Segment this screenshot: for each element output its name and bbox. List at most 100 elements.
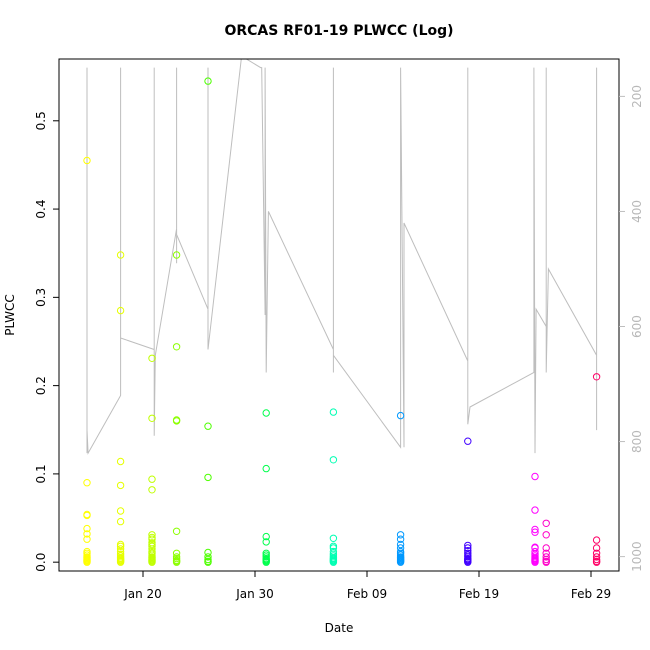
data-point: [542, 544, 550, 552]
data-point: [148, 558, 156, 566]
data-point: [172, 417, 181, 425]
data-point: [464, 437, 472, 445]
data-point: [262, 409, 270, 417]
data-point: [204, 422, 212, 430]
data-point: [83, 558, 91, 566]
right-tick-label: 200: [630, 85, 644, 108]
data-point: [148, 486, 156, 494]
y-tick-label: 0.3: [34, 288, 48, 307]
pressure-line: [86, 59, 598, 455]
right-tick-label: 400: [630, 200, 644, 223]
data-point: [148, 475, 156, 483]
data-point: [116, 517, 125, 526]
data-point: [531, 525, 539, 534]
data-point: [531, 558, 539, 566]
data-point: [592, 553, 601, 561]
data-point: [464, 558, 472, 566]
data-point: [262, 538, 270, 546]
y-tick-label: 0.4: [34, 200, 48, 219]
flight-series-5: [204, 77, 212, 566]
data-point: [116, 558, 125, 566]
data-point: [531, 472, 539, 481]
data-point: [542, 519, 550, 527]
data-point: [262, 464, 270, 473]
data-point: [396, 540, 405, 549]
flight-series-11: [542, 519, 550, 566]
data-point: [531, 528, 539, 536]
data-point: [542, 553, 550, 561]
flight-series-8: [396, 411, 405, 566]
flight-series-6: [262, 409, 270, 566]
data-point: [592, 373, 601, 381]
plot-frame: [58, 58, 620, 572]
data-point: [83, 511, 91, 520]
data-point: [542, 531, 550, 539]
right-tick-label: 800: [630, 430, 644, 453]
axes-layer: 0.0 0.1 0.2 0.3 0.4 0.5 Jan 20 Jan 30 Feb 09 Feb …: [34, 58, 644, 601]
data-point: [148, 542, 156, 550]
data-point: [329, 408, 338, 416]
flight-series-10: [531, 472, 539, 566]
data-point: [172, 251, 181, 259]
data-point: [83, 156, 91, 165]
x-tick-label: Feb 29: [571, 587, 611, 601]
right-tick-label: 600: [630, 315, 644, 338]
data-point: [329, 534, 338, 542]
x-axis-label: Date: [325, 621, 354, 635]
data-point: [116, 507, 125, 515]
data-point: [204, 77, 212, 85]
right-tick-label: 1000: [630, 541, 644, 572]
data-point: [592, 544, 601, 552]
data-point: [329, 558, 338, 566]
y-tick-label: 0.1: [34, 464, 48, 483]
y-tick-label: 0.0: [34, 553, 48, 572]
data-point: [148, 531, 156, 539]
data-point: [396, 411, 405, 420]
flight-series-4: [172, 251, 181, 566]
flight-series-2: [116, 251, 125, 566]
data-point: [396, 531, 405, 539]
data-point: [396, 558, 405, 566]
data-point: [542, 558, 550, 566]
data-points-layer: [83, 77, 601, 566]
data-point: [148, 414, 156, 422]
data-point: [592, 558, 601, 566]
flight-series-7: [329, 408, 338, 566]
data-point: [116, 457, 125, 466]
data-point: [262, 532, 270, 541]
data-point: [83, 524, 91, 533]
data-point: [116, 542, 125, 550]
data-point: [396, 535, 405, 543]
data-point: [204, 473, 212, 482]
data-point: [172, 343, 181, 351]
data-point: [148, 535, 156, 543]
data-point: [464, 544, 472, 552]
x-tick-label: Jan 30: [235, 587, 274, 601]
data-point: [83, 530, 91, 538]
data-point: [83, 479, 91, 487]
data-point: [172, 558, 181, 566]
data-point: [204, 553, 212, 561]
flight-series-12: [592, 373, 601, 566]
data-point: [531, 506, 539, 514]
chart-title: ORCAS RF01-19 PLWCC (Log): [224, 23, 453, 39]
data-point: [116, 251, 125, 259]
y-axis-label: PLWCC: [3, 294, 17, 335]
data-point: [329, 456, 338, 464]
flight-series-3: [148, 354, 156, 566]
data-point: [116, 545, 125, 553]
data-point: [396, 544, 405, 552]
y-tick-label: 0.2: [34, 376, 48, 395]
data-point: [204, 558, 212, 566]
data-point: [116, 306, 125, 315]
data-point: [172, 549, 181, 557]
flight-series-1: [83, 156, 91, 566]
x-tick-label: Feb 09: [347, 587, 387, 601]
flight-series-9: [464, 437, 472, 566]
data-point: [116, 481, 125, 490]
data-point: [592, 536, 601, 544]
x-tick-label: Feb 19: [459, 587, 499, 601]
data-point: [83, 535, 91, 543]
